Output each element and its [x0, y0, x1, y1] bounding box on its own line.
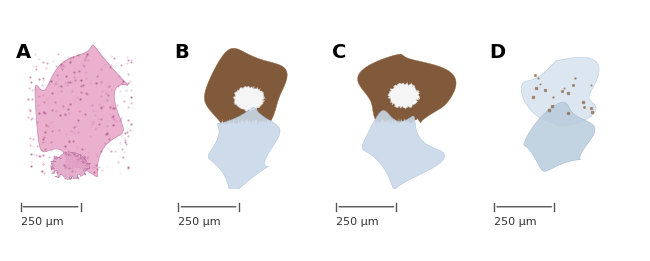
Text: D: D — [489, 43, 506, 62]
Text: A: A — [16, 43, 31, 62]
Polygon shape — [35, 45, 128, 177]
Polygon shape — [358, 54, 456, 124]
Polygon shape — [521, 57, 599, 126]
Polygon shape — [388, 82, 420, 109]
Polygon shape — [51, 151, 90, 180]
Text: 250 μm: 250 μm — [494, 217, 537, 227]
Polygon shape — [233, 86, 265, 112]
Text: 250 μm: 250 μm — [336, 217, 379, 227]
Text: 250 μm: 250 μm — [21, 217, 63, 227]
Text: B: B — [174, 43, 188, 62]
Polygon shape — [362, 110, 445, 189]
Polygon shape — [204, 48, 287, 124]
Text: 250 μm: 250 μm — [178, 217, 221, 227]
Polygon shape — [524, 102, 595, 171]
Text: C: C — [332, 43, 346, 62]
Polygon shape — [208, 107, 280, 193]
